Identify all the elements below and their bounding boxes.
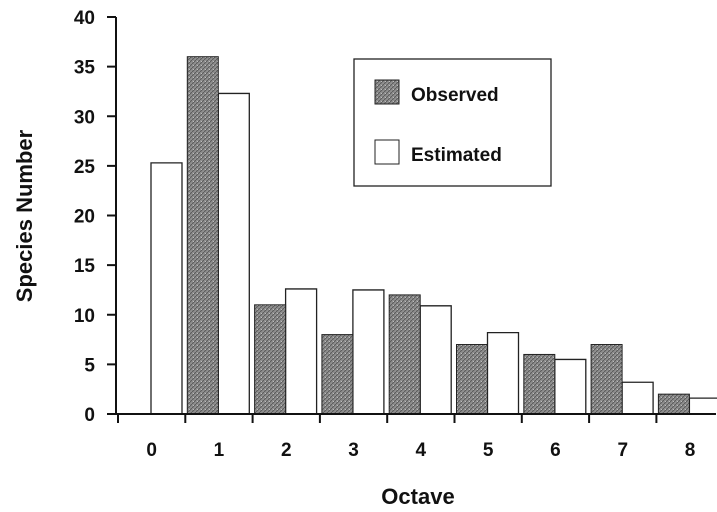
x-tick-label-7: 7	[617, 440, 628, 461]
x-axis: 0 1 2 3 4 5 6 7 8	[116, 413, 716, 461]
y-tick-label-0: 0	[84, 405, 95, 426]
bar-observed-2	[254, 304, 287, 415]
x-tick-label-1: 1	[214, 440, 225, 461]
x-tick-label-0: 0	[146, 440, 157, 461]
legend-swatch-observed	[374, 79, 400, 105]
bar-estimated-8	[688, 397, 717, 414]
bar-estimated-0	[150, 162, 183, 414]
bar-estimated-6	[554, 358, 587, 414]
legend: Observed Estimated	[353, 58, 552, 187]
bar-estimated-3	[352, 289, 385, 414]
legend-swatch-estimated	[374, 139, 400, 165]
y-tick-label-15: 15	[74, 256, 96, 277]
bar-observed-1	[186, 56, 219, 415]
y-tick-label-10: 10	[74, 306, 95, 327]
bar-observed-4	[388, 294, 421, 415]
x-tick-label-5: 5	[483, 440, 494, 461]
x-tick-label-3: 3	[348, 440, 359, 461]
y-tick-label-35: 35	[74, 58, 96, 79]
bar-estimated-2	[284, 288, 318, 414]
bar-estimated-7	[621, 381, 654, 414]
bar-estimated-1	[217, 92, 250, 414]
y-tick-label-25: 25	[74, 157, 96, 178]
bar-estimated-5	[486, 331, 520, 414]
x-tick-label-2: 2	[281, 440, 292, 461]
y-axis-title: Species Number	[12, 129, 37, 302]
x-tick-label-4: 4	[416, 440, 427, 461]
y-tick-label-5: 5	[84, 355, 95, 376]
y-axis: 0 5 10 15 20 25 30 35 40	[74, 8, 117, 426]
bar-observed-8	[657, 393, 690, 415]
x-tick-label-6: 6	[550, 440, 561, 461]
x-axis-title: Octave	[381, 484, 454, 509]
legend-label-estimated: Estimated	[411, 145, 502, 166]
y-tick-label-40: 40	[74, 8, 95, 29]
bar-estimated-4	[419, 305, 452, 414]
bar-observed-6	[523, 353, 556, 415]
legend-box	[353, 58, 552, 187]
x-tick-label-8: 8	[685, 440, 696, 461]
y-tick-label-20: 20	[74, 207, 95, 228]
bar-observed-7	[590, 344, 623, 415]
bar-observed-5	[456, 344, 488, 415]
bar-observed-3	[321, 334, 354, 415]
legend-label-observed: Observed	[411, 85, 499, 106]
y-tick-label-30: 30	[74, 107, 95, 128]
bars-group	[150, 56, 717, 415]
